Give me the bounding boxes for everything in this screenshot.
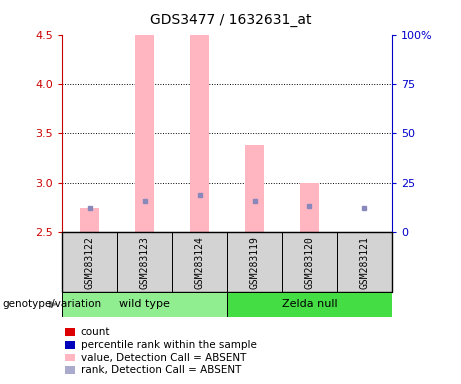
- Bar: [135, 35, 154, 232]
- Bar: [62, 292, 227, 317]
- Text: GSM283124: GSM283124: [195, 236, 205, 288]
- Bar: [282, 232, 337, 292]
- Text: GSM283120: GSM283120: [304, 236, 314, 288]
- Text: value, Detection Call = ABSENT: value, Detection Call = ABSENT: [81, 353, 246, 362]
- Text: wild type: wild type: [119, 299, 170, 310]
- Bar: [227, 232, 282, 292]
- Bar: [172, 232, 227, 292]
- Bar: [245, 145, 264, 232]
- Bar: [190, 35, 209, 232]
- Text: GSM283121: GSM283121: [360, 236, 369, 288]
- Text: GDS3477 / 1632631_at: GDS3477 / 1632631_at: [150, 13, 311, 27]
- Text: GSM283122: GSM283122: [85, 236, 95, 288]
- Text: GSM283123: GSM283123: [140, 236, 150, 288]
- Text: genotype/variation: genotype/variation: [2, 299, 101, 310]
- Text: count: count: [81, 327, 110, 337]
- Text: Zelda null: Zelda null: [282, 299, 337, 310]
- Text: GSM283119: GSM283119: [249, 236, 260, 288]
- Bar: [300, 183, 319, 232]
- Bar: [117, 232, 172, 292]
- Text: percentile rank within the sample: percentile rank within the sample: [81, 340, 257, 350]
- Bar: [80, 208, 99, 232]
- Bar: [337, 232, 392, 292]
- Text: rank, Detection Call = ABSENT: rank, Detection Call = ABSENT: [81, 365, 241, 375]
- Bar: [227, 292, 392, 317]
- Bar: [62, 232, 117, 292]
